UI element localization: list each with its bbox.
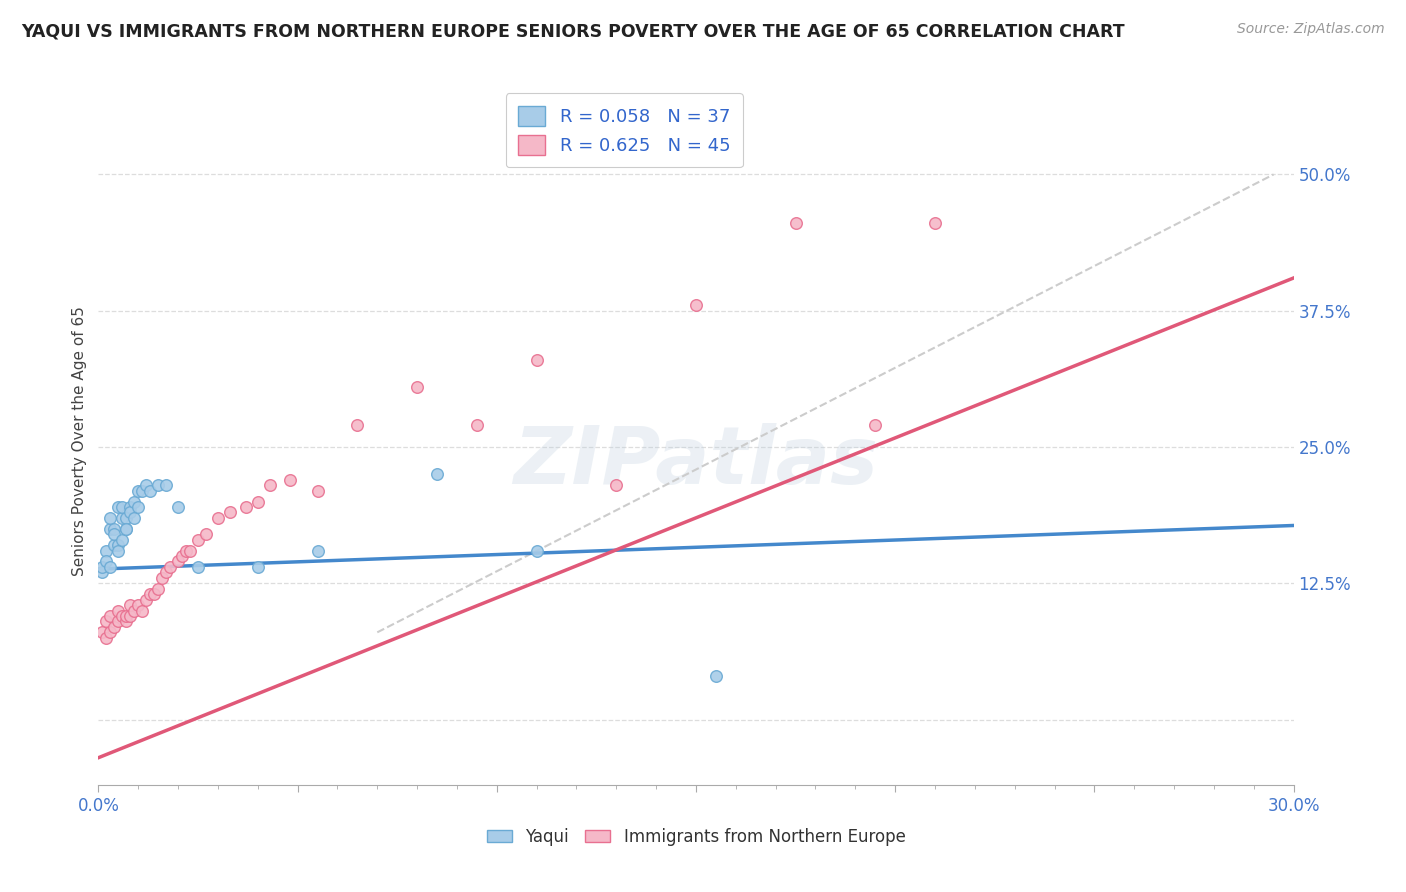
Point	[174, 543, 197, 558]
Point	[120, 505, 142, 519]
Point	[127, 483, 149, 498]
Point	[135, 592, 157, 607]
Point	[150, 571, 173, 585]
Point	[187, 560, 209, 574]
Point	[115, 522, 138, 536]
Point	[346, 418, 368, 433]
Point	[155, 566, 177, 580]
Point	[307, 483, 329, 498]
Point	[103, 620, 125, 634]
Point	[91, 625, 114, 640]
Point	[148, 582, 170, 596]
Point	[111, 511, 134, 525]
Point	[98, 609, 122, 624]
Point	[465, 418, 488, 433]
Point	[143, 587, 166, 601]
Point	[103, 538, 125, 552]
Point	[172, 549, 194, 563]
Point	[179, 543, 201, 558]
Point	[259, 478, 281, 492]
Point	[167, 500, 190, 514]
Point	[159, 560, 181, 574]
Point	[195, 527, 218, 541]
Point	[96, 631, 118, 645]
Point	[207, 511, 229, 525]
Point	[96, 543, 118, 558]
Text: ZIPatlas: ZIPatlas	[513, 423, 879, 501]
Point	[139, 587, 162, 601]
Point	[98, 625, 122, 640]
Text: YAQUI VS IMMIGRANTS FROM NORTHERN EUROPE SENIORS POVERTY OVER THE AGE OF 65 CORR: YAQUI VS IMMIGRANTS FROM NORTHERN EUROPE…	[21, 22, 1125, 40]
Point	[187, 533, 209, 547]
Point	[219, 505, 242, 519]
Point	[127, 598, 149, 612]
Point	[426, 467, 449, 482]
Point	[246, 560, 269, 574]
Text: Source: ZipAtlas.com: Source: ZipAtlas.com	[1237, 22, 1385, 37]
Point	[107, 603, 129, 617]
Point	[235, 500, 257, 514]
Point	[120, 598, 142, 612]
Point	[278, 473, 301, 487]
Point	[155, 478, 177, 492]
Point	[111, 533, 134, 547]
Point	[526, 352, 548, 367]
Point	[115, 615, 138, 629]
Point	[526, 543, 548, 558]
Point	[307, 543, 329, 558]
Point	[135, 478, 157, 492]
Point	[924, 217, 946, 231]
Point	[103, 527, 125, 541]
Point	[91, 566, 114, 580]
Point	[246, 494, 269, 508]
Point	[111, 500, 134, 514]
Point	[131, 483, 153, 498]
Point	[124, 494, 146, 508]
Point	[98, 560, 122, 574]
Point	[107, 543, 129, 558]
Point	[103, 522, 125, 536]
Point	[115, 511, 138, 525]
Point	[96, 554, 118, 568]
Point	[107, 615, 129, 629]
Point	[98, 522, 122, 536]
Legend: Yaqui, Immigrants from Northern Europe: Yaqui, Immigrants from Northern Europe	[479, 821, 912, 852]
Point	[124, 603, 146, 617]
Point	[148, 478, 170, 492]
Point	[96, 615, 118, 629]
Point	[605, 478, 627, 492]
Point	[124, 511, 146, 525]
Point	[865, 418, 887, 433]
Y-axis label: Seniors Poverty Over the Age of 65: Seniors Poverty Over the Age of 65	[72, 307, 87, 576]
Point	[131, 603, 153, 617]
Point	[115, 522, 138, 536]
Point	[785, 217, 807, 231]
Point	[107, 500, 129, 514]
Point	[107, 538, 129, 552]
Point	[115, 609, 138, 624]
Point	[111, 609, 134, 624]
Point	[406, 380, 429, 394]
Point	[167, 554, 190, 568]
Point	[704, 669, 727, 683]
Point	[120, 609, 142, 624]
Point	[91, 560, 114, 574]
Point	[685, 298, 707, 312]
Point	[127, 500, 149, 514]
Point	[98, 511, 122, 525]
Point	[120, 500, 142, 514]
Point	[139, 483, 162, 498]
